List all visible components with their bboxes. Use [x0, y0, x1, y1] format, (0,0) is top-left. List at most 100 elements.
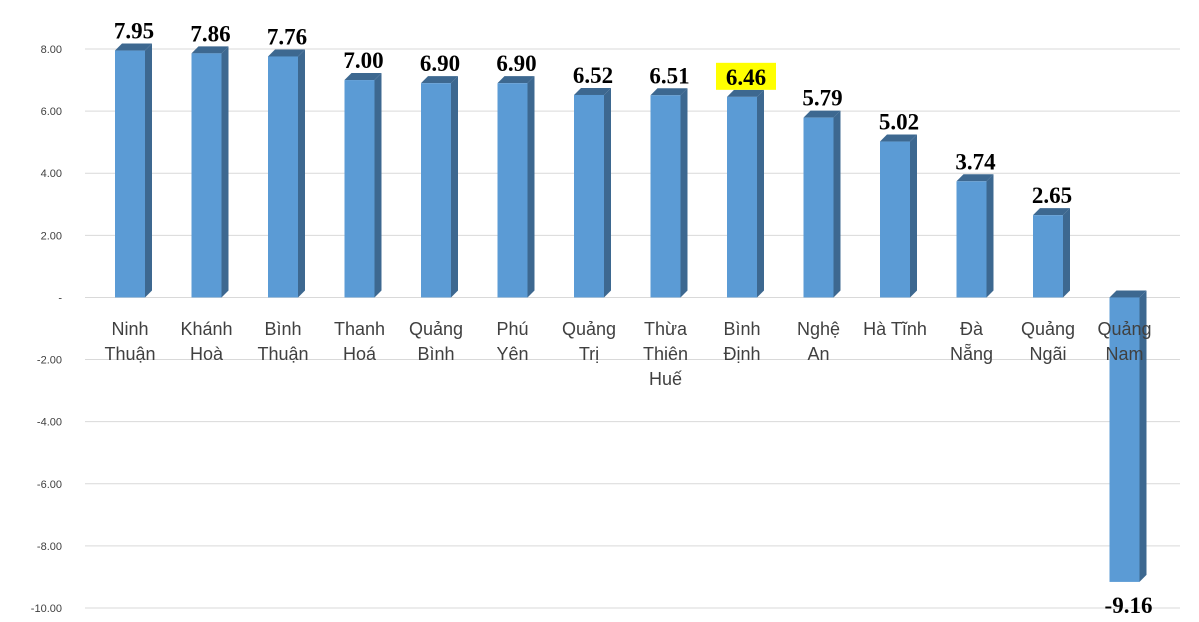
- category-labels: Ninh Thuận Khánh Hoà Bình Thuận Thanh Hoá Quảng B…: [104, 319, 1151, 389]
- y-tick-label: 8.00: [41, 44, 62, 56]
- bar: [191, 46, 229, 298]
- bar-top: [574, 87, 611, 95]
- y-tick-label: 6.00: [41, 106, 62, 118]
- y-tick-label: 4.00: [41, 168, 62, 180]
- data-label: -9.16: [1105, 593, 1153, 618]
- bar-front: [421, 83, 451, 298]
- bars: [115, 43, 1147, 582]
- bar-front: [574, 94, 604, 298]
- bar: [115, 43, 152, 298]
- bar-front: [191, 53, 222, 298]
- bar-front: [268, 56, 298, 298]
- data-label: 2.65: [1032, 183, 1072, 208]
- bar-top: [344, 73, 382, 81]
- bar: [344, 73, 382, 298]
- y-tick-label: -2.00: [37, 355, 62, 367]
- bar: [1109, 290, 1147, 582]
- bar-side: [604, 87, 611, 298]
- category-label: Thanh Hoá: [334, 319, 385, 364]
- bar: [650, 88, 688, 298]
- category-label: Quảng Nam: [1097, 319, 1151, 364]
- bar-front: [880, 141, 910, 298]
- bar-front: [956, 181, 987, 298]
- data-label: 5.79: [802, 86, 842, 111]
- category-label: Hà Tĩnh: [863, 319, 927, 339]
- data-label: 6.90: [420, 51, 460, 76]
- y-tick-label: -8.00: [37, 541, 62, 553]
- y-tick-label: -6.00: [37, 479, 62, 491]
- bar-top: [1109, 290, 1147, 298]
- category-label: Đà Nẵng: [950, 319, 993, 364]
- bar-top: [803, 110, 841, 118]
- data-label: 7.00: [343, 48, 383, 73]
- data-label: 7.95: [114, 19, 154, 44]
- category-label: Bình Định: [723, 319, 760, 364]
- bar-side: [374, 73, 382, 298]
- bar-front: [1033, 215, 1063, 298]
- bar-front: [727, 96, 757, 298]
- category-label: Nghệ An: [797, 319, 840, 364]
- category-label: Thừa Thiên Huế: [643, 319, 688, 389]
- bar-side: [910, 134, 917, 298]
- bar-side: [1063, 208, 1070, 298]
- bar: [574, 87, 611, 298]
- bar-top: [497, 76, 535, 84]
- gridlines: [85, 48, 1180, 609]
- y-tick-label: -: [58, 292, 62, 304]
- y-tick-label: -4.00: [37, 417, 62, 429]
- category-label: Bình Thuận: [257, 319, 308, 364]
- bar-top: [421, 76, 458, 84]
- bar-top: [268, 49, 305, 57]
- bar-top: [650, 88, 688, 96]
- category-label: Khánh Hoà: [180, 319, 232, 364]
- bar-front: [803, 117, 834, 298]
- bar-side: [1139, 290, 1147, 582]
- category-label: Ninh Thuận: [104, 319, 155, 364]
- data-labels: 7.95 7.86 7.76 7.00 6.90 6.90 6.52 6.51 6.46 5.79…: [114, 19, 1153, 618]
- y-tick-label: -10.00: [31, 603, 62, 615]
- data-label: 6.46: [726, 65, 766, 90]
- category-label: Quảng Trị: [562, 319, 616, 364]
- bar-front: [650, 95, 681, 298]
- category-label: Quảng Bình: [409, 319, 463, 364]
- category-label: Quảng Ngãi: [1021, 319, 1075, 364]
- bar-side: [757, 89, 764, 298]
- data-label: 6.52: [573, 63, 613, 88]
- data-label: 6.51: [649, 63, 689, 88]
- bar-side: [298, 49, 305, 298]
- bar-side: [527, 76, 535, 298]
- bar: [803, 110, 841, 298]
- bar-top: [880, 134, 917, 142]
- bar-top: [191, 46, 229, 54]
- bar-front: [497, 83, 528, 298]
- y-axis-ticks: 8.00 6.00 4.00 2.00 - -2.00 -4.00 -6.00 -8.00 -10…: [31, 44, 63, 615]
- bar-top: [115, 43, 152, 51]
- bar-front: [115, 50, 145, 298]
- bar: [1033, 208, 1070, 298]
- bar-side: [986, 174, 994, 298]
- data-label: 7.86: [190, 21, 230, 46]
- data-label: 7.76: [267, 24, 307, 49]
- category-label: Phú Yên: [496, 319, 528, 364]
- bar: [497, 76, 535, 298]
- bar: [727, 89, 764, 298]
- y-tick-label: 2.00: [41, 230, 62, 242]
- bar: [268, 49, 305, 298]
- highlight-box: [716, 62, 776, 90]
- bar: [880, 134, 917, 298]
- data-label: 6.90: [496, 51, 536, 76]
- bar-top: [727, 89, 764, 97]
- bar-side: [451, 76, 458, 298]
- bar: [956, 174, 994, 298]
- bar-side: [833, 110, 841, 298]
- bar-side: [680, 88, 688, 298]
- bar-front: [344, 80, 375, 298]
- bar-side: [221, 46, 229, 298]
- data-label: 3.74: [955, 149, 996, 174]
- bar: [421, 76, 458, 298]
- bar-front: [1109, 297, 1140, 582]
- bar-side: [145, 43, 152, 298]
- bar-top: [1033, 208, 1070, 216]
